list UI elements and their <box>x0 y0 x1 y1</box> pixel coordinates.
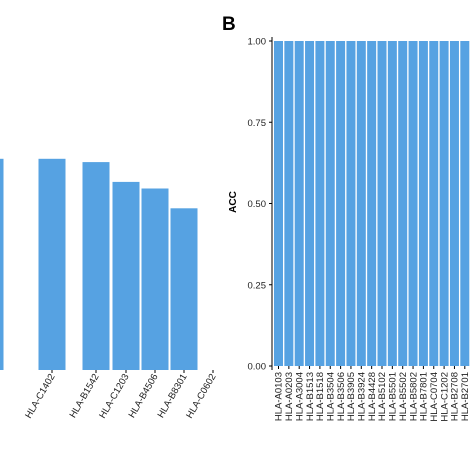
panel-a-bar-5 <box>170 208 198 370</box>
panel-b-bar-13 <box>408 41 418 366</box>
panel-b-bar-4 <box>315 41 325 366</box>
panel-b-x-tick-label: HLA-A0103 <box>274 372 285 421</box>
panel-b-letter: B <box>222 14 236 35</box>
panel-a-bar-2 <box>82 162 110 370</box>
panel-b-y-tick-label: 0.00 <box>248 362 267 373</box>
panel-b-x-tick-label: HLA-B5102 <box>377 372 388 421</box>
panel-b-y-tick-label: 0.75 <box>248 118 267 129</box>
panel-b-bar-11 <box>387 41 397 366</box>
panel-b-bar-1 <box>284 41 294 366</box>
panel-b-x-tick-label: HLA-B4428 <box>367 372 378 421</box>
panel-b-x-tick-label: HLA-B5501 <box>388 372 399 421</box>
panel-b-bar-5 <box>325 41 335 366</box>
panel-b-y-tick-label: 0.25 <box>248 280 267 291</box>
panel-a-x-tick-label: HLA-C1402 <box>23 372 57 420</box>
panel-b-bar-10 <box>377 41 387 366</box>
panel-b-bar-18 <box>460 41 470 366</box>
panel-b-y-tick-label: 0.50 <box>248 199 267 210</box>
panel-b-bar-7 <box>346 41 356 366</box>
panel-b-x-tick-label: HLA-B1513 <box>305 372 316 421</box>
panel-b-y-axis-title: ACC <box>228 191 239 213</box>
panel-a-bar-1 <box>38 158 66 370</box>
panel-b-x-tick-label: HLA-B7801 <box>419 372 430 421</box>
panel-b-x-tick-label: HLA-B3905 <box>346 372 357 421</box>
panel-b-x-tick-label: HLA-B5502 <box>398 372 409 421</box>
panel-b-bar-16 <box>439 41 449 366</box>
panel-b-bar-2 <box>294 41 304 366</box>
panel-b-x-tick-label: HLA-B5802 <box>408 372 419 421</box>
panel-b-bar-12 <box>398 41 408 366</box>
panel-b-bar-0 <box>274 41 283 366</box>
panel-b-x-tick-label: HLA-B2708 <box>450 372 461 421</box>
panel-b-x-tick-label: HLA-C1202 <box>439 372 450 422</box>
panel-a-x-tick-label: HLA-C0602 <box>184 372 218 420</box>
panel-b-bar-6 <box>336 41 346 366</box>
panel-b-x-tick-label: HLA-B3504 <box>325 372 336 421</box>
panel-b-x-tick-label: HLA-B2701 <box>460 372 471 421</box>
panel-b-x-tick-label: HLA-A0203 <box>284 372 295 421</box>
panel-a-chart: HLA-C1402 HLA-B1542HLA-C1203HLA-B4506HLA-… <box>0 158 219 420</box>
panel-b-bar-14 <box>418 41 428 366</box>
panel-b-bar-3 <box>305 41 315 366</box>
panel-a-bar-4 <box>141 188 169 370</box>
panel-b-x-tick-label: HLA-B3506 <box>336 372 347 421</box>
panel-b-bar-8 <box>356 41 366 366</box>
panel-b-x-tick-label: HLA-B1518 <box>315 372 326 421</box>
panel-b-x-tick-label: HLA-C0704 <box>429 372 440 422</box>
panel-b-x-tick-label: HLA-A3004 <box>294 372 305 421</box>
panel-a-bar-3 <box>112 181 140 370</box>
panel-b-bar-9 <box>367 41 377 366</box>
panel-a-bar-0 <box>0 158 4 370</box>
panel-b-bar-15 <box>429 41 439 366</box>
panel-b-bar-17 <box>449 41 459 366</box>
panel-a-x-tick-label: HLA-B1542 <box>68 372 102 420</box>
panel-b-x-tick-label: HLA-B3924 <box>357 372 368 421</box>
panel-b-y-tick-label: 1.00 <box>248 37 267 48</box>
